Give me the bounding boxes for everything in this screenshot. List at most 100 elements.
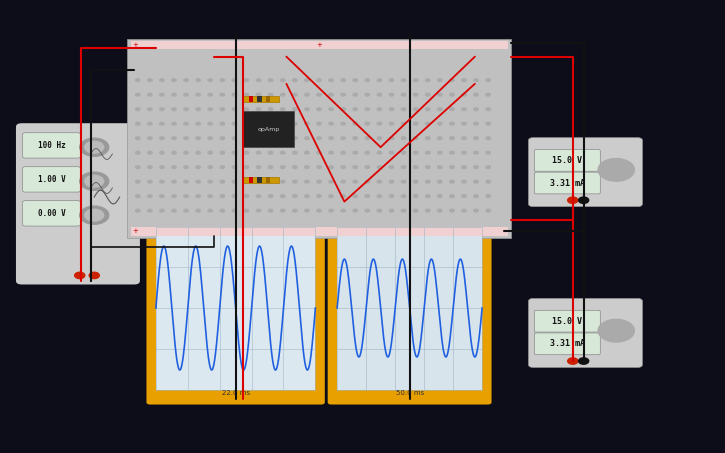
Circle shape	[413, 195, 418, 198]
Bar	[266, 96, 270, 102]
Circle shape	[268, 108, 273, 111]
Circle shape	[413, 180, 418, 183]
Circle shape	[148, 93, 152, 96]
Circle shape	[304, 79, 309, 82]
Circle shape	[208, 122, 212, 125]
Circle shape	[474, 180, 479, 183]
Circle shape	[257, 166, 261, 169]
Circle shape	[160, 137, 164, 140]
FancyBboxPatch shape	[534, 172, 600, 194]
Circle shape	[377, 122, 381, 125]
FancyBboxPatch shape	[534, 310, 600, 332]
Circle shape	[148, 108, 152, 111]
Circle shape	[184, 93, 188, 96]
FancyBboxPatch shape	[146, 221, 325, 405]
Circle shape	[220, 93, 225, 96]
Circle shape	[80, 138, 109, 156]
Circle shape	[80, 206, 109, 224]
Circle shape	[450, 209, 454, 212]
Circle shape	[462, 137, 466, 140]
Circle shape	[426, 108, 430, 111]
Circle shape	[196, 209, 200, 212]
Circle shape	[244, 209, 249, 212]
Circle shape	[438, 151, 442, 154]
Circle shape	[438, 180, 442, 183]
Circle shape	[281, 195, 285, 198]
Circle shape	[413, 151, 418, 154]
Circle shape	[474, 166, 479, 169]
Circle shape	[426, 79, 430, 82]
Circle shape	[389, 93, 394, 96]
Circle shape	[244, 180, 249, 183]
Circle shape	[462, 122, 466, 125]
Circle shape	[438, 93, 442, 96]
Circle shape	[462, 79, 466, 82]
Circle shape	[208, 166, 212, 169]
Circle shape	[402, 151, 406, 154]
Circle shape	[450, 151, 454, 154]
Circle shape	[268, 195, 273, 198]
FancyBboxPatch shape	[328, 221, 492, 405]
Circle shape	[377, 93, 381, 96]
Circle shape	[389, 209, 394, 212]
Circle shape	[317, 79, 321, 82]
Circle shape	[184, 209, 188, 212]
Circle shape	[89, 272, 99, 279]
Circle shape	[402, 93, 406, 96]
Circle shape	[268, 209, 273, 212]
Circle shape	[317, 195, 321, 198]
Circle shape	[281, 108, 285, 111]
Circle shape	[281, 93, 285, 96]
Circle shape	[329, 180, 334, 183]
Circle shape	[426, 209, 430, 212]
Bar	[266, 177, 270, 183]
Circle shape	[474, 93, 479, 96]
Circle shape	[148, 209, 152, 212]
Circle shape	[208, 137, 212, 140]
Circle shape	[148, 195, 152, 198]
Circle shape	[172, 137, 176, 140]
Circle shape	[293, 166, 297, 169]
Bar	[257, 177, 262, 183]
Circle shape	[232, 180, 236, 183]
Circle shape	[389, 195, 394, 198]
Circle shape	[438, 195, 442, 198]
Circle shape	[341, 195, 345, 198]
Circle shape	[486, 122, 490, 125]
Circle shape	[220, 209, 225, 212]
Circle shape	[474, 195, 479, 198]
Circle shape	[136, 209, 140, 212]
Bar	[257, 96, 262, 102]
Circle shape	[208, 79, 212, 82]
Circle shape	[160, 166, 164, 169]
Circle shape	[365, 180, 370, 183]
FancyBboxPatch shape	[16, 123, 140, 284]
Circle shape	[304, 166, 309, 169]
Circle shape	[450, 195, 454, 198]
Circle shape	[257, 180, 261, 183]
Circle shape	[438, 137, 442, 140]
Circle shape	[462, 108, 466, 111]
Circle shape	[317, 180, 321, 183]
Circle shape	[341, 151, 345, 154]
Bar	[127, 39, 511, 238]
Circle shape	[438, 79, 442, 82]
Circle shape	[486, 195, 490, 198]
Circle shape	[293, 108, 297, 111]
Circle shape	[232, 209, 236, 212]
Text: 3.31 mA: 3.31 mA	[550, 178, 585, 188]
Circle shape	[462, 209, 466, 212]
Circle shape	[293, 209, 297, 212]
Circle shape	[389, 180, 394, 183]
Circle shape	[293, 180, 297, 183]
Circle shape	[304, 137, 309, 140]
Circle shape	[377, 166, 381, 169]
Circle shape	[304, 195, 309, 198]
Circle shape	[257, 122, 261, 125]
Circle shape	[220, 79, 225, 82]
Bar	[130, 41, 508, 49]
Circle shape	[341, 209, 345, 212]
Circle shape	[486, 166, 490, 169]
Circle shape	[402, 79, 406, 82]
Text: 1.00 V: 1.00 V	[38, 175, 65, 184]
